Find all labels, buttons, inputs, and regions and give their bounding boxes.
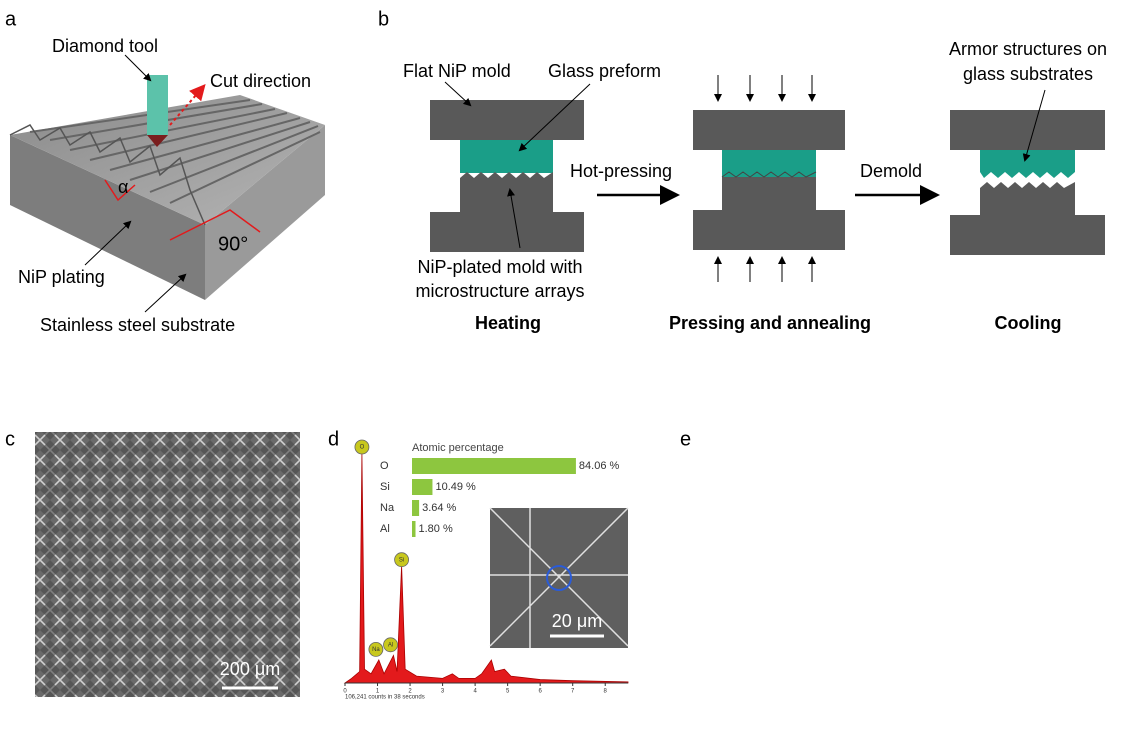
x-tick-label: 6 [539,689,543,695]
step-label: Heating [475,313,541,333]
category-label: Si [380,481,390,493]
panel-label: d [328,428,339,450]
label: α [118,177,128,197]
sem-image [35,432,300,697]
leader [144,273,187,313]
bar [412,479,433,495]
peak-label: Si [399,557,404,563]
caption: 106,241 counts in 38 seconds [345,695,425,701]
label: Flat NiP mold [403,61,511,81]
block-front [10,135,205,300]
leader [84,220,132,266]
label: Cut direction [210,71,311,91]
step-label: Pressing and annealing [669,313,871,333]
spectrum [343,452,629,684]
scale-label: 20 μm [552,611,602,631]
peak-label: Al [388,642,393,648]
label: microstructure arrays [415,281,584,301]
leader [124,54,152,82]
value-label: 1.80 % [419,523,453,535]
peak-label: O [360,445,365,451]
diamond-tool [147,75,168,135]
label: Glass preform [548,61,661,81]
label: Diamond tool [52,36,158,56]
peak-marker [354,439,370,455]
mold [950,182,1105,255]
glass [980,150,1075,178]
panel-label: b [378,8,389,30]
mold [430,172,584,252]
x-tick-label: 1 [376,689,380,695]
value-label: 3.64 % [422,502,456,514]
mold [430,100,584,140]
peak-marker [383,637,398,653]
cut-arrow [169,83,206,126]
peak-label: Na [372,647,380,653]
x-tick-label: 4 [473,689,477,695]
label: NiP-plated mold with [417,257,582,277]
label: Armor structures on [949,39,1107,59]
panel-b: b Flat NiP mold Glass preform NiP-plated… [378,8,1107,332]
mold [693,177,845,250]
leader [518,83,591,152]
interface [721,171,817,178]
panel-label: a [5,8,17,30]
peak-marker [368,642,384,657]
x-tick-label: 8 [604,689,608,695]
panel-label: c [5,428,15,450]
press-arrows [714,75,816,282]
category-label: O [380,460,389,472]
category-label: Na [380,502,395,514]
x-tick-label: 0 [343,689,347,695]
panel-a: a Diamond tool Cut direction α 90° NiP p… [5,8,325,335]
tool-tip [147,135,168,147]
panel-c: c 200 μm [5,428,300,697]
x-tick-label: 5 [506,689,510,695]
bar [412,458,576,474]
inset-lines [489,507,629,648]
scale-label: 200 μm [220,659,280,679]
chart-title: Atomic percentage [412,442,504,454]
bar [412,500,420,516]
label: NiP plating [18,267,105,287]
peak-marker [394,552,410,568]
leader [444,81,472,107]
mold [693,110,845,150]
value-label: 84.06 % [579,460,620,472]
label: Demold [860,161,922,181]
x-tick-label: 3 [441,689,445,695]
step-label: Cooling [995,313,1062,333]
label: Stainless steel substrate [40,315,235,335]
panel-label: e [680,428,691,450]
label: Hot-pressing [570,161,672,181]
block-side [205,125,325,300]
zigzag-edge [9,124,206,226]
label: glass substrates [963,64,1093,84]
x-tick-label: 2 [408,689,412,695]
block-top [10,95,325,225]
label: 90° [218,233,248,255]
angle-mark [104,179,136,202]
angle-mark [169,209,261,241]
mold [950,110,1105,150]
x-tick-label: 7 [571,689,575,695]
category-label: Al [380,523,390,535]
bar [412,521,416,537]
leader [1022,89,1046,162]
inset-marker [546,565,572,591]
value-label: 10.49 % [435,481,476,493]
panel-d: d 20 μm [328,428,629,648]
glass [460,140,553,173]
leader [507,188,521,249]
